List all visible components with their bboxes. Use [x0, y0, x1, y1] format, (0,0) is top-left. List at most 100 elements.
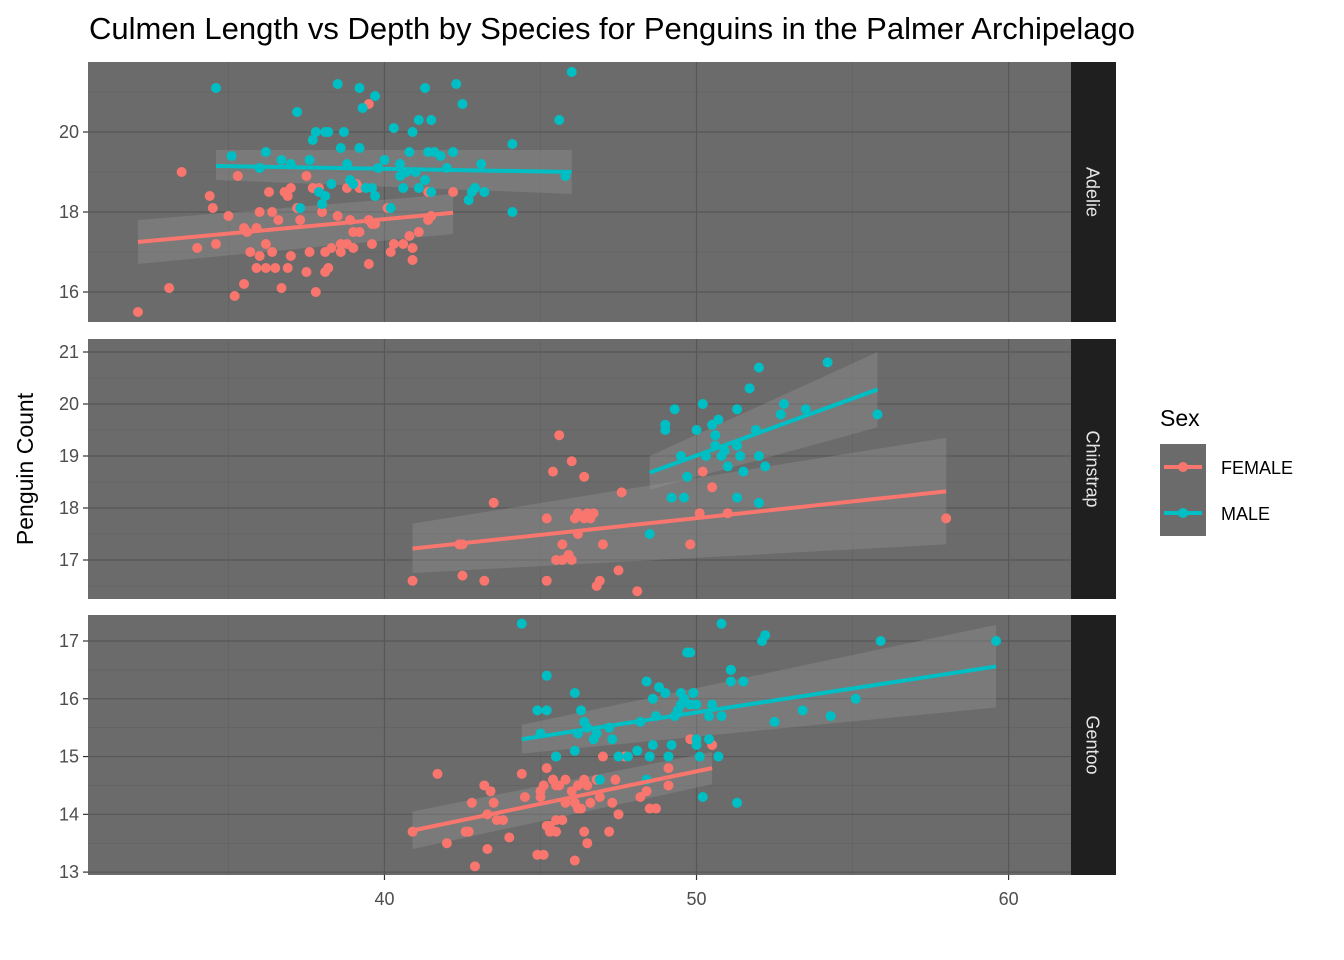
point-male: [691, 425, 702, 435]
point-male: [669, 404, 680, 415]
point-male: [691, 734, 702, 745]
point-male: [704, 711, 715, 722]
point-female: [535, 786, 546, 797]
point-male: [666, 492, 677, 503]
y-tick-label: 16: [59, 689, 79, 709]
point-female: [407, 243, 418, 253]
facet-strip: [1071, 339, 1116, 599]
point-female: [541, 763, 552, 774]
facet-strip: [1071, 62, 1116, 322]
point-female: [547, 774, 558, 785]
point-male: [753, 362, 764, 373]
point-male: [607, 734, 618, 745]
point-male: [332, 79, 343, 89]
point-male: [594, 774, 605, 785]
point-male: [260, 147, 271, 157]
point-female: [466, 797, 477, 808]
x-axis: 40 50 60: [374, 875, 1019, 909]
point-male: [753, 497, 764, 508]
point-male: [551, 751, 562, 762]
facet-strip-label: Adelie: [1083, 167, 1103, 217]
point-female: [254, 207, 265, 217]
x-tick-label: 40: [374, 889, 394, 909]
point-female: [566, 786, 577, 797]
point-male: [541, 670, 552, 681]
point-female: [498, 815, 509, 826]
point-male: [691, 699, 702, 710]
point-female: [210, 239, 221, 249]
point-female: [504, 832, 515, 843]
point-male: [295, 203, 306, 213]
point-male: [613, 751, 624, 762]
point-male: [644, 529, 655, 539]
point-female: [273, 215, 284, 225]
point-male: [576, 705, 587, 716]
point-male: [413, 115, 424, 125]
point-male: [778, 399, 789, 409]
x-tick-label: 50: [687, 889, 707, 909]
point-female: [547, 466, 558, 477]
point-female: [541, 575, 552, 586]
confidence-band-female: [412, 437, 947, 573]
facet-strip-label: Gentoo: [1083, 715, 1103, 774]
point-male: [395, 159, 406, 169]
point-female: [488, 497, 499, 508]
point-male: [448, 147, 459, 157]
legend-label-male: MALE: [1221, 504, 1270, 524]
point-male: [660, 419, 671, 430]
y-tick-label: 16: [59, 282, 79, 302]
point-female: [594, 575, 605, 586]
point-male: [644, 751, 655, 762]
point-male: [697, 792, 708, 802]
point-male: [716, 711, 727, 722]
y-tick-label: 20: [59, 394, 79, 414]
chart-title: Culmen Length vs Depth by Species for Pe…: [89, 11, 1135, 46]
point-male: [850, 693, 861, 704]
legend-point-female: [1178, 462, 1188, 472]
point-male: [713, 751, 724, 762]
point-female: [463, 826, 474, 837]
trend-line-female: [412, 766, 713, 833]
point-male: [532, 705, 543, 716]
point-female: [192, 243, 203, 253]
point-male: [360, 183, 371, 193]
y-tick-label: 15: [59, 747, 79, 767]
point-male: [679, 492, 690, 503]
point-male: [466, 187, 477, 197]
point-female: [457, 570, 468, 581]
facet-panel-gentoo: 13 14 15 16 17 Gentoo: [59, 615, 1116, 882]
point-female: [569, 855, 580, 866]
point-female: [285, 183, 296, 193]
point-female: [663, 763, 674, 774]
facet-strip: [1071, 615, 1116, 875]
y-tick-label: 13: [59, 862, 79, 882]
point-female: [332, 211, 343, 221]
point-male: [385, 203, 396, 213]
point-female: [554, 430, 565, 441]
point-male: [725, 664, 736, 675]
point-male: [335, 143, 346, 153]
point-female: [685, 539, 696, 550]
y-tick-label: 17: [59, 631, 79, 651]
point-female: [366, 239, 377, 249]
point-male: [554, 115, 565, 125]
point-male: [775, 409, 786, 420]
point-male: [738, 676, 749, 687]
point-female: [707, 482, 718, 493]
point-female: [579, 471, 590, 482]
y-tick-label: 18: [59, 498, 79, 518]
point-female: [532, 849, 543, 860]
point-male: [276, 155, 287, 165]
point-male: [647, 693, 658, 704]
point-male: [420, 83, 431, 93]
point-female: [407, 575, 418, 586]
point-male: [338, 127, 349, 137]
y-tick-label: 20: [59, 122, 79, 142]
point-female: [582, 838, 593, 849]
point-female: [697, 466, 708, 477]
point-male: [660, 688, 671, 698]
point-male: [800, 404, 811, 415]
point-female: [310, 287, 321, 297]
point-male: [326, 179, 337, 189]
point-male: [516, 618, 527, 629]
